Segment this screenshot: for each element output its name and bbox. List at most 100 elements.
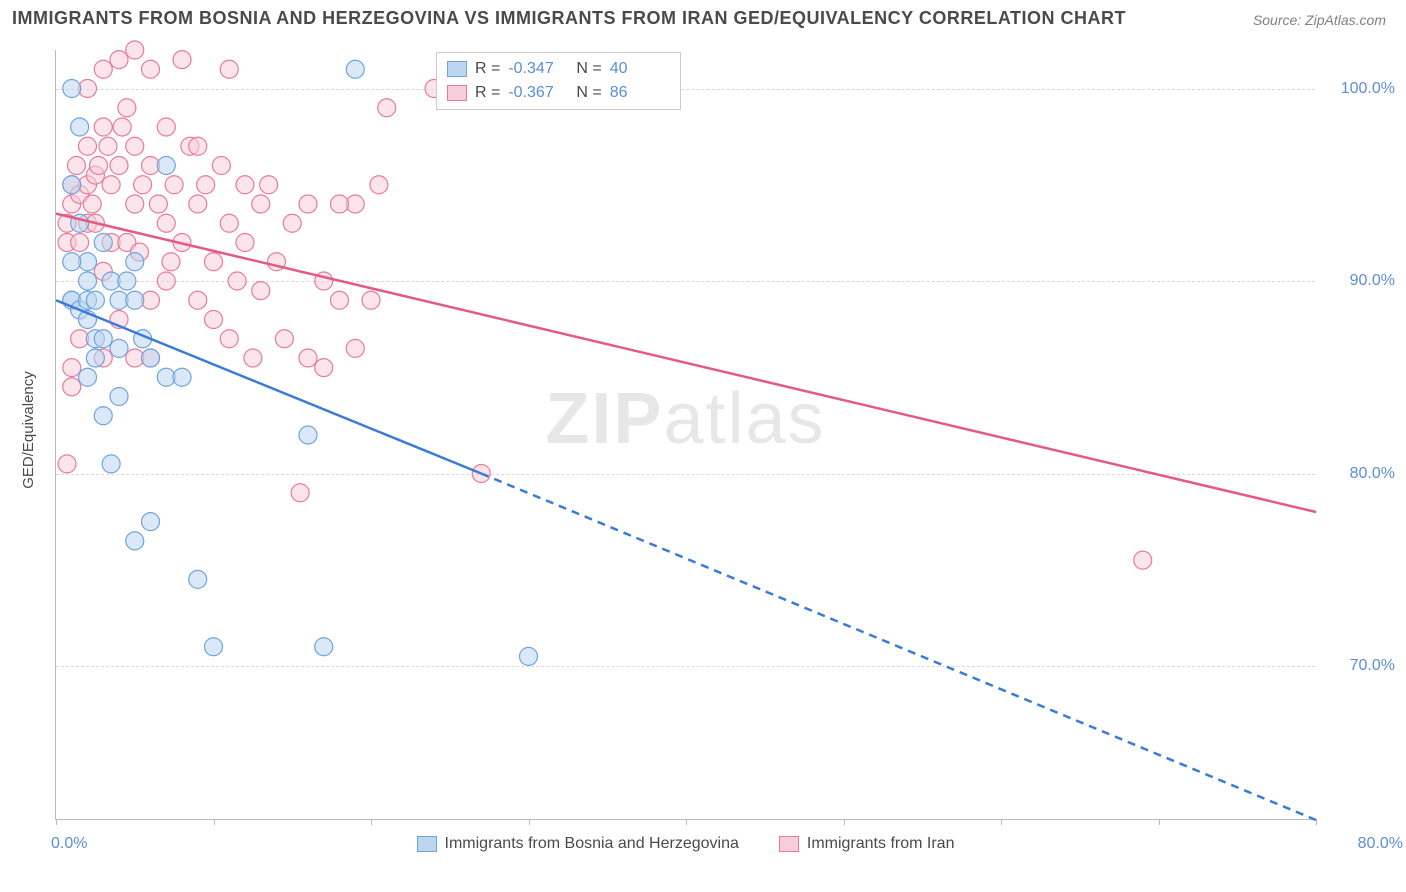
scatter-point: [63, 359, 81, 377]
x-tick: [1001, 819, 1002, 825]
x-axis-label-left: 0.0%: [51, 835, 87, 853]
scatter-point: [71, 118, 89, 136]
x-tick: [214, 819, 215, 825]
scatter-point: [189, 291, 207, 309]
scatter-point: [220, 330, 238, 348]
scatter-point: [236, 176, 254, 194]
swatch-series1: [417, 836, 437, 852]
r-value-series2: -0.367: [508, 84, 568, 102]
scatter-point: [189, 137, 207, 155]
x-tick: [1316, 819, 1317, 825]
scatter-point: [126, 137, 144, 155]
scatter-point: [126, 291, 144, 309]
swatch-series2: [447, 85, 467, 101]
legend-item-series1: Immigrants from Bosnia and Herzegovina: [417, 835, 739, 853]
scatter-point: [86, 291, 104, 309]
scatter-point: [252, 195, 270, 213]
scatter-point: [67, 157, 85, 175]
scatter-point: [63, 253, 81, 271]
scatter-point: [94, 234, 112, 252]
scatter-point: [520, 647, 538, 665]
scatter-point: [275, 330, 293, 348]
scatter-point: [63, 378, 81, 396]
scatter-point: [142, 513, 160, 531]
scatter-point: [157, 157, 175, 175]
scatter-point: [79, 137, 97, 155]
scatter-point: [197, 176, 215, 194]
legend-label-series2: Immigrants from Iran: [807, 835, 955, 853]
scatter-point: [63, 80, 81, 98]
x-tick: [1159, 819, 1160, 825]
x-tick: [371, 819, 372, 825]
legend-item-series2: Immigrants from Iran: [779, 835, 955, 853]
scatter-point: [173, 368, 191, 386]
n-value-series2: 86: [610, 84, 670, 102]
scatter-point: [142, 349, 160, 367]
y-tick-label: 70.0%: [1325, 657, 1395, 675]
trend-line: [481, 474, 1316, 821]
chart-svg: [56, 50, 1315, 819]
scatter-point: [1134, 551, 1152, 569]
scatter-point: [252, 282, 270, 300]
scatter-point: [220, 60, 238, 78]
scatter-point: [118, 272, 136, 290]
scatter-point: [299, 426, 317, 444]
x-tick: [56, 819, 57, 825]
n-label: N =: [576, 84, 601, 102]
scatter-point: [79, 272, 97, 290]
scatter-point: [346, 339, 364, 357]
scatter-point: [110, 51, 128, 69]
scatter-point: [149, 195, 167, 213]
scatter-point: [102, 455, 120, 473]
stat-legend-box: R = -0.347 N = 40 R = -0.367 N = 86: [436, 52, 681, 110]
scatter-point: [113, 118, 131, 136]
scatter-point: [220, 214, 238, 232]
scatter-point: [315, 638, 333, 656]
scatter-point: [157, 214, 175, 232]
scatter-point: [63, 176, 81, 194]
swatch-series2: [779, 836, 799, 852]
scatter-point: [94, 330, 112, 348]
plot-area: ZIPatlas 70.0%80.0%90.0%100.0% R = -0.34…: [55, 50, 1315, 820]
scatter-point: [126, 41, 144, 59]
source-label: Source: ZipAtlas.com: [1253, 12, 1386, 28]
scatter-point: [110, 157, 128, 175]
stat-row-series2: R = -0.367 N = 86: [447, 81, 670, 105]
scatter-point: [205, 638, 223, 656]
x-tick: [529, 819, 530, 825]
stat-row-series1: R = -0.347 N = 40: [447, 57, 670, 81]
n-value-series1: 40: [610, 60, 670, 78]
r-label: R =: [475, 84, 500, 102]
scatter-point: [173, 51, 191, 69]
chart-title: IMMIGRANTS FROM BOSNIA AND HERZEGOVINA V…: [12, 8, 1126, 29]
scatter-point: [157, 118, 175, 136]
scatter-point: [71, 234, 89, 252]
scatter-point: [126, 253, 144, 271]
scatter-point: [378, 99, 396, 117]
scatter-point: [94, 118, 112, 136]
scatter-point: [90, 157, 108, 175]
y-tick-label: 100.0%: [1325, 80, 1395, 98]
scatter-point: [157, 272, 175, 290]
y-tick-label: 90.0%: [1325, 272, 1395, 290]
scatter-point: [94, 60, 112, 78]
x-axis-label-right: 80.0%: [1358, 835, 1403, 853]
scatter-point: [126, 532, 144, 550]
scatter-point: [205, 253, 223, 271]
y-tick-label: 80.0%: [1325, 465, 1395, 483]
scatter-point: [260, 176, 278, 194]
scatter-point: [58, 455, 76, 473]
scatter-point: [99, 137, 117, 155]
legend-label-series1: Immigrants from Bosnia and Herzegovina: [445, 835, 739, 853]
scatter-point: [94, 407, 112, 425]
scatter-point: [346, 60, 364, 78]
x-tick: [844, 819, 845, 825]
scatter-point: [299, 195, 317, 213]
scatter-point: [205, 311, 223, 329]
scatter-point: [142, 60, 160, 78]
x-tick: [686, 819, 687, 825]
scatter-point: [299, 349, 317, 367]
scatter-point: [236, 234, 254, 252]
scatter-point: [362, 291, 380, 309]
scatter-point: [370, 176, 388, 194]
